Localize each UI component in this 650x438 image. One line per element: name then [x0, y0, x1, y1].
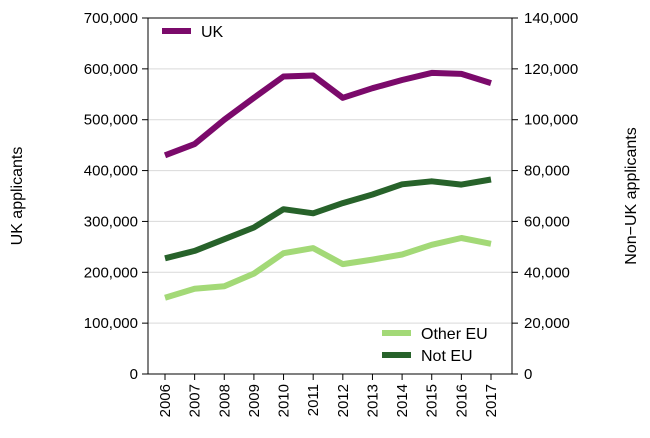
legend: UK Other EU Not EU [162, 24, 488, 365]
legend-label-not-eu: Not EU [421, 348, 473, 365]
left-tick-label: 400,000 [84, 163, 138, 180]
right-y-axis: 0 20,000 40,000 60,000 80,000 100,000 120,000 1… [512, 10, 578, 383]
left-y-axis: 0 100,000 200,000 300,000 400,000 500,000 600,… [84, 10, 148, 383]
plot-frame [147, 17, 513, 375]
x-tick-label: 2015 [424, 384, 441, 417]
x-tick-label: 2007 [187, 384, 204, 417]
left-tick-label: 600,000 [84, 61, 138, 78]
x-tick-label: 2008 [216, 384, 233, 417]
right-tick-label: 100,000 [524, 112, 578, 129]
x-tick-label: 2009 [246, 384, 263, 417]
x-tick-label: 2017 [483, 384, 500, 417]
series-line-not-eu [164, 176, 492, 262]
legend-label-uk: UK [201, 24, 224, 41]
gridlines [148, 68, 512, 324]
right-axis-title: Non−UK applicants [623, 127, 640, 264]
series-lines [163, 69, 492, 301]
right-tick-label: 80,000 [524, 163, 570, 180]
x-tick-label: 2014 [394, 384, 411, 417]
x-tick-label: 2016 [453, 384, 470, 417]
x-tick-label: 2011 [305, 384, 322, 416]
right-tick-label: 0 [524, 366, 532, 383]
x-tick-label: 2006 [157, 384, 174, 417]
right-tick-label: 60,000 [524, 213, 570, 230]
legend-label-other-eu: Other EU [421, 326, 488, 343]
x-tick-label: 2012 [335, 384, 352, 417]
right-tick-label: 120,000 [524, 61, 578, 78]
right-tick-label: 140,000 [524, 10, 578, 27]
x-tick-label: 2010 [276, 384, 293, 417]
left-tick-label: 100,000 [84, 315, 138, 332]
series-line-other-eu [164, 235, 492, 301]
right-tick-label: 20,000 [524, 315, 570, 332]
x-axis: 2006 2007 2008 2009 2010 2011 2012 2013 2014 2015… [157, 374, 500, 417]
left-tick-label: 0 [130, 366, 138, 383]
right-tick-label: 40,000 [524, 264, 570, 281]
left-tick-label: 300,000 [84, 213, 138, 230]
left-tick-label: 500,000 [84, 112, 138, 129]
left-tick-label: 200,000 [84, 264, 138, 281]
left-tick-label: 700,000 [84, 10, 138, 27]
series-line-uk [163, 69, 492, 159]
left-axis-title: UK applicants [9, 147, 26, 246]
x-tick-label: 2013 [364, 384, 381, 417]
